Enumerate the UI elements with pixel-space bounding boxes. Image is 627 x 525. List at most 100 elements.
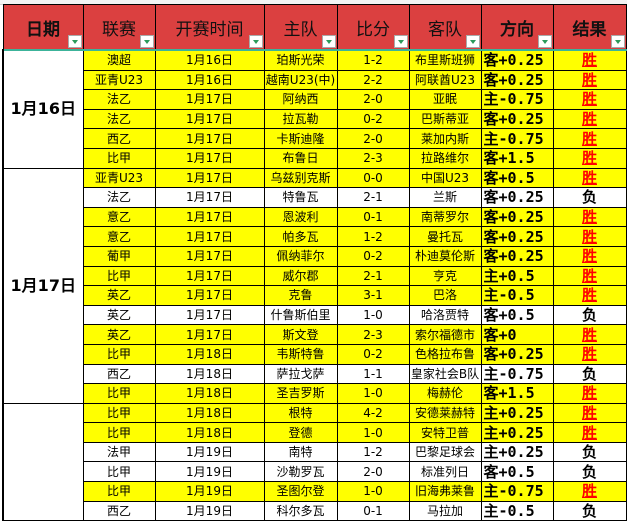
result-cell[interactable]: 负	[552, 500, 627, 522]
direction-cell[interactable]: 客+0.5	[480, 167, 554, 189]
direction-cell[interactable]: 客+0.25	[480, 187, 554, 208]
away-team-cell[interactable]: 巴斯蒂亚	[408, 108, 482, 130]
away-team-cell[interactable]: 标准列日	[408, 461, 482, 483]
result-cell[interactable]: 负	[552, 304, 627, 326]
result-cell[interactable]: 胜	[552, 108, 627, 130]
home-team-cell[interactable]: 越南U23(中)	[263, 69, 338, 91]
filter-dropdown-icon[interactable]	[321, 35, 336, 48]
result-cell[interactable]: 胜	[552, 285, 627, 306]
home-team-cell[interactable]: 帕多瓦	[263, 226, 338, 247]
away-team-cell[interactable]: 安德莱赫特	[408, 402, 482, 424]
away-team-cell[interactable]: 巴黎足球会	[408, 441, 482, 463]
away-team-cell[interactable]: 朴迪莫伦斯	[408, 245, 482, 267]
score-cell[interactable]: 1-0	[336, 422, 410, 443]
time-cell[interactable]: 1月17日	[154, 226, 265, 247]
score-cell[interactable]: 0-2	[336, 343, 410, 365]
home-team-cell[interactable]: 根特	[263, 402, 338, 424]
result-cell[interactable]: 胜	[552, 89, 627, 110]
direction-cell[interactable]: 主-0.75	[480, 363, 554, 385]
result-cell[interactable]: 胜	[552, 128, 627, 149]
result-cell[interactable]: 胜	[552, 324, 627, 345]
score-cell[interactable]: 1-1	[336, 363, 410, 385]
score-cell[interactable]: 2-2	[336, 69, 410, 91]
direction-cell[interactable]: 主-0.75	[480, 89, 554, 110]
league-cell[interactable]: 比甲	[82, 461, 156, 483]
filter-dropdown-icon[interactable]	[248, 35, 263, 48]
away-team-cell[interactable]: 梅赫伦	[408, 383, 482, 404]
league-cell[interactable]: 英乙	[82, 324, 156, 345]
home-team-cell[interactable]: 阿纳西	[263, 89, 338, 110]
direction-cell[interactable]: 客+0.25	[480, 69, 554, 91]
league-cell[interactable]: 澳超	[82, 49, 156, 71]
time-cell[interactable]: 1月17日	[154, 324, 265, 345]
time-cell[interactable]: 1月19日	[154, 441, 265, 463]
date-cell[interactable]: 1月16日	[2, 49, 84, 169]
result-cell[interactable]: 胜	[552, 481, 627, 502]
away-team-cell[interactable]: 曼托瓦	[408, 226, 482, 247]
result-cell[interactable]: 胜	[552, 265, 627, 287]
time-cell[interactable]: 1月17日	[154, 89, 265, 110]
result-cell[interactable]: 负	[552, 461, 627, 483]
home-team-cell[interactable]: 圣图尔登	[263, 481, 338, 502]
home-team-cell[interactable]: 特鲁瓦	[263, 187, 338, 208]
time-cell[interactable]: 1月18日	[154, 402, 265, 424]
time-cell[interactable]: 1月17日	[154, 187, 265, 208]
time-cell[interactable]: 1月17日	[154, 128, 265, 149]
score-cell[interactable]: 3-1	[336, 285, 410, 306]
away-team-cell[interactable]: 亚眠	[408, 89, 482, 110]
home-team-cell[interactable]: 萨拉戈萨	[263, 363, 338, 385]
away-team-cell[interactable]: 皇家社会B队	[408, 363, 482, 385]
result-cell[interactable]: 胜	[552, 49, 627, 71]
away-team-cell[interactable]: 色格拉布鲁	[408, 343, 482, 365]
direction-cell[interactable]: 主-0.5	[480, 500, 554, 522]
home-team-cell[interactable]: 克鲁	[263, 285, 338, 306]
home-team-cell[interactable]: 斯文登	[263, 324, 338, 345]
league-cell[interactable]: 亚青U23	[82, 167, 156, 189]
result-cell[interactable]: 胜	[552, 226, 627, 247]
score-cell[interactable]: 1-0	[336, 481, 410, 502]
score-cell[interactable]: 1-2	[336, 49, 410, 71]
score-cell[interactable]: 0-1	[336, 500, 410, 522]
result-cell[interactable]: 负	[552, 363, 627, 385]
time-cell[interactable]: 1月17日	[154, 167, 265, 189]
filter-dropdown-icon[interactable]	[537, 35, 552, 48]
away-team-cell[interactable]: 索尔福德市	[408, 324, 482, 345]
league-cell[interactable]: 葡甲	[82, 245, 156, 267]
league-cell[interactable]: 法乙	[82, 187, 156, 208]
time-cell[interactable]: 1月17日	[154, 265, 265, 287]
score-cell[interactable]: 2-0	[336, 89, 410, 110]
score-cell[interactable]: 1-0	[336, 304, 410, 326]
home-team-cell[interactable]: 乌兹别克斯	[263, 167, 338, 189]
filter-dropdown-icon[interactable]	[67, 35, 82, 48]
direction-cell[interactable]: 主+0.25	[480, 402, 554, 424]
league-cell[interactable]: 亚青U23	[82, 69, 156, 91]
result-cell[interactable]: 胜	[552, 69, 627, 91]
league-cell[interactable]: 比甲	[82, 265, 156, 287]
league-cell[interactable]: 比甲	[82, 481, 156, 502]
league-cell[interactable]: 英乙	[82, 304, 156, 326]
away-team-cell[interactable]: 亨克	[408, 265, 482, 287]
score-cell[interactable]: 0-0	[336, 167, 410, 189]
date-cell[interactable]	[2, 402, 84, 522]
direction-cell[interactable]: 客+0.25	[480, 206, 554, 228]
home-team-cell[interactable]: 珀斯光荣	[263, 49, 338, 71]
home-team-cell[interactable]: 佩纳菲尔	[263, 245, 338, 267]
league-cell[interactable]: 西乙	[82, 500, 156, 522]
direction-cell[interactable]: 客+0.5	[480, 461, 554, 483]
home-team-cell[interactable]: 恩波利	[263, 206, 338, 228]
score-cell[interactable]: 2-0	[336, 128, 410, 149]
direction-cell[interactable]: 客+0.25	[480, 49, 554, 71]
score-cell[interactable]: 0-2	[336, 108, 410, 130]
direction-cell[interactable]: 客+1.5	[480, 383, 554, 404]
away-team-cell[interactable]: 莱加内斯	[408, 128, 482, 149]
direction-cell[interactable]: 主+0.25	[480, 441, 554, 463]
time-cell[interactable]: 1月17日	[154, 285, 265, 306]
result-cell[interactable]: 胜	[552, 402, 627, 424]
away-team-cell[interactable]: 安特卫普	[408, 422, 482, 443]
league-cell[interactable]: 比甲	[82, 422, 156, 443]
score-cell[interactable]: 2-1	[336, 187, 410, 208]
score-cell[interactable]: 2-3	[336, 324, 410, 345]
score-cell[interactable]: 4-2	[336, 402, 410, 424]
score-cell[interactable]: 2-3	[336, 147, 410, 169]
result-cell[interactable]: 胜	[552, 245, 627, 267]
